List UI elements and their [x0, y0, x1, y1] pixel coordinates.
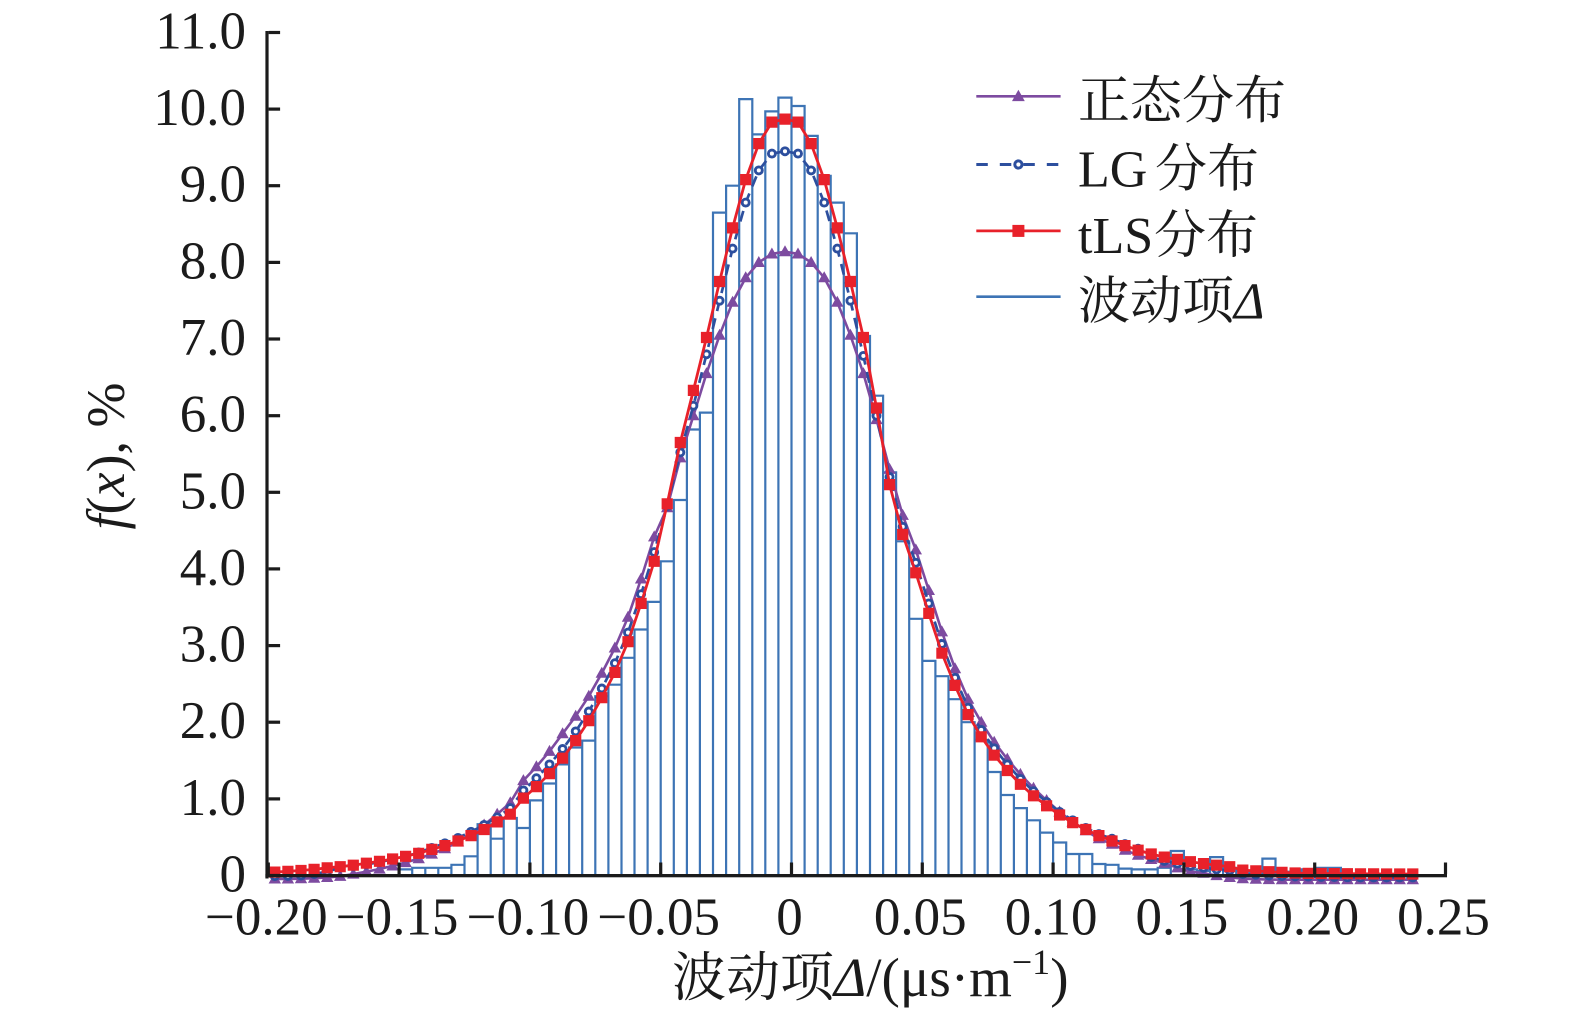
svg-text:8.0: 8.0	[180, 232, 246, 290]
svg-text:5.0: 5.0	[180, 462, 246, 520]
svg-text:0: 0	[776, 889, 803, 947]
svg-text:−0.15: −0.15	[336, 889, 459, 947]
svg-text:−0.05: −0.05	[597, 889, 720, 947]
svg-text:10.0: 10.0	[153, 79, 246, 137]
svg-text:0.20: 0.20	[1266, 889, 1359, 947]
svg-text:f(x), %: f(x), %	[76, 383, 136, 530]
svg-text:0.10: 0.10	[1005, 889, 1098, 947]
svg-text:4.0: 4.0	[180, 539, 246, 597]
svg-text:9.0: 9.0	[180, 156, 246, 214]
svg-text:Δ: Δ	[1232, 274, 1265, 331]
svg-text:0.05: 0.05	[874, 889, 967, 947]
svg-text:−0.10: −0.10	[467, 889, 590, 947]
svg-text:tLS: tLS	[1078, 208, 1153, 265]
svg-text:7.0: 7.0	[180, 309, 246, 367]
svg-text:0: 0	[220, 846, 247, 904]
svg-text:0.15: 0.15	[1136, 889, 1229, 947]
svg-text:3.0: 3.0	[180, 616, 246, 674]
svg-text:2.0: 2.0	[180, 692, 246, 750]
svg-text:LG: LG	[1078, 142, 1147, 199]
svg-text:6.0: 6.0	[180, 386, 246, 444]
svg-text:−0.20: −0.20	[205, 889, 328, 947]
svg-text:11.0: 11.0	[155, 3, 246, 61]
svg-text:0.25: 0.25	[1397, 889, 1490, 947]
svg-text:1.0: 1.0	[180, 769, 246, 827]
